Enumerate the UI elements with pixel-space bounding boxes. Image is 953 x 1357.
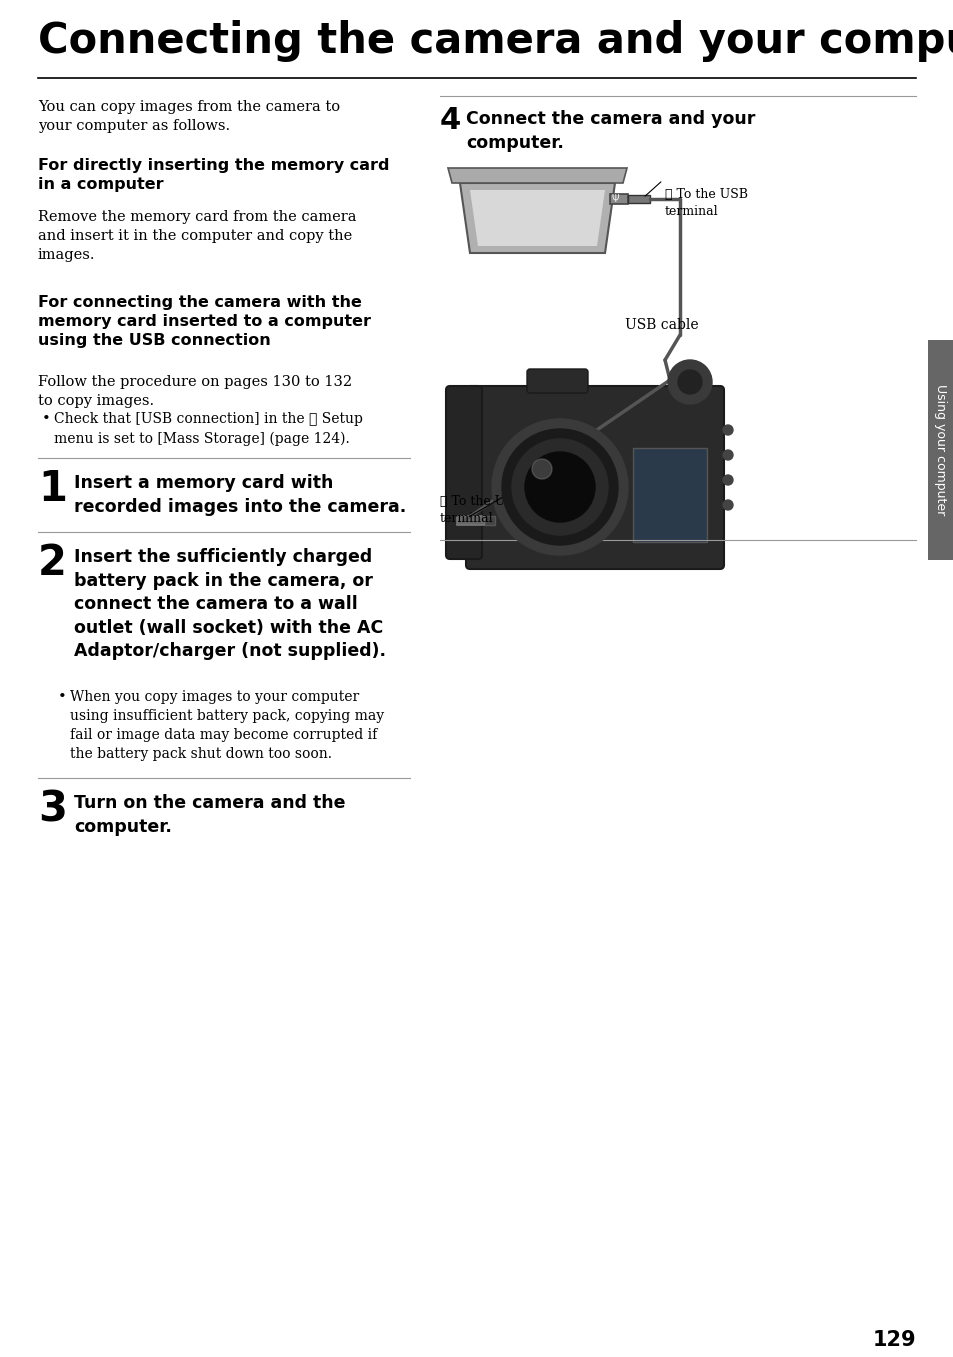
Circle shape: [722, 475, 732, 484]
Text: You can copy images from the camera to
your computer as follows.: You can copy images from the camera to y…: [38, 100, 340, 133]
Circle shape: [492, 419, 627, 555]
Text: Using your computer: Using your computer: [934, 384, 946, 516]
Text: When you copy images to your computer
using insufficient battery pack, copying m: When you copy images to your computer us…: [70, 689, 384, 761]
FancyBboxPatch shape: [456, 516, 484, 525]
Text: 3: 3: [38, 788, 67, 830]
Text: 1: 1: [38, 468, 67, 510]
Circle shape: [722, 499, 732, 510]
Text: USB cable: USB cable: [624, 318, 698, 332]
Polygon shape: [470, 190, 604, 246]
Text: Connect the camera and your
computer.: Connect the camera and your computer.: [465, 110, 755, 152]
Circle shape: [678, 370, 701, 394]
Text: Turn on the camera and the
computer.: Turn on the camera and the computer.: [74, 794, 345, 836]
Text: For connecting the camera with the
memory card inserted to a computer
using the : For connecting the camera with the memor…: [38, 294, 371, 349]
Circle shape: [532, 459, 552, 479]
FancyBboxPatch shape: [484, 516, 495, 525]
Text: ① To the USB
terminal: ① To the USB terminal: [664, 189, 747, 218]
Polygon shape: [448, 168, 626, 183]
Text: Insert the sufficiently charged
battery pack in the camera, or
connect the camer: Insert the sufficiently charged battery …: [74, 548, 386, 661]
Text: •: •: [58, 689, 67, 704]
Circle shape: [667, 360, 711, 404]
FancyBboxPatch shape: [526, 369, 587, 394]
Text: 2: 2: [38, 541, 67, 584]
Text: For directly inserting the memory card
in a computer: For directly inserting the memory card i…: [38, 157, 389, 193]
Text: ② To the USB
terminal: ② To the USB terminal: [439, 495, 522, 525]
Circle shape: [722, 451, 732, 460]
FancyBboxPatch shape: [627, 195, 649, 204]
FancyBboxPatch shape: [446, 385, 481, 559]
Circle shape: [524, 452, 595, 522]
FancyBboxPatch shape: [465, 385, 723, 569]
Text: Follow the procedure on pages 130 to 132
to copy images.: Follow the procedure on pages 130 to 132…: [38, 375, 352, 408]
FancyBboxPatch shape: [927, 341, 953, 560]
Text: Ψ: Ψ: [612, 194, 619, 204]
Circle shape: [722, 425, 732, 436]
Circle shape: [512, 440, 607, 535]
Text: Connecting the camera and your computer: Connecting the camera and your computer: [38, 20, 953, 62]
Text: Check that [USB connection] in the ✔ Setup
menu is set to [Mass Storage] (page 1: Check that [USB connection] in the ✔ Set…: [54, 413, 362, 445]
Polygon shape: [459, 183, 615, 252]
Text: 129: 129: [871, 1330, 915, 1350]
Text: Remove the memory card from the camera
and insert it in the computer and copy th: Remove the memory card from the camera a…: [38, 210, 356, 262]
Text: •: •: [42, 413, 51, 426]
FancyBboxPatch shape: [609, 194, 627, 204]
Text: 4: 4: [439, 106, 460, 134]
Circle shape: [501, 429, 618, 546]
Text: Insert a memory card with
recorded images into the camera.: Insert a memory card with recorded image…: [74, 474, 406, 516]
FancyBboxPatch shape: [633, 448, 706, 541]
